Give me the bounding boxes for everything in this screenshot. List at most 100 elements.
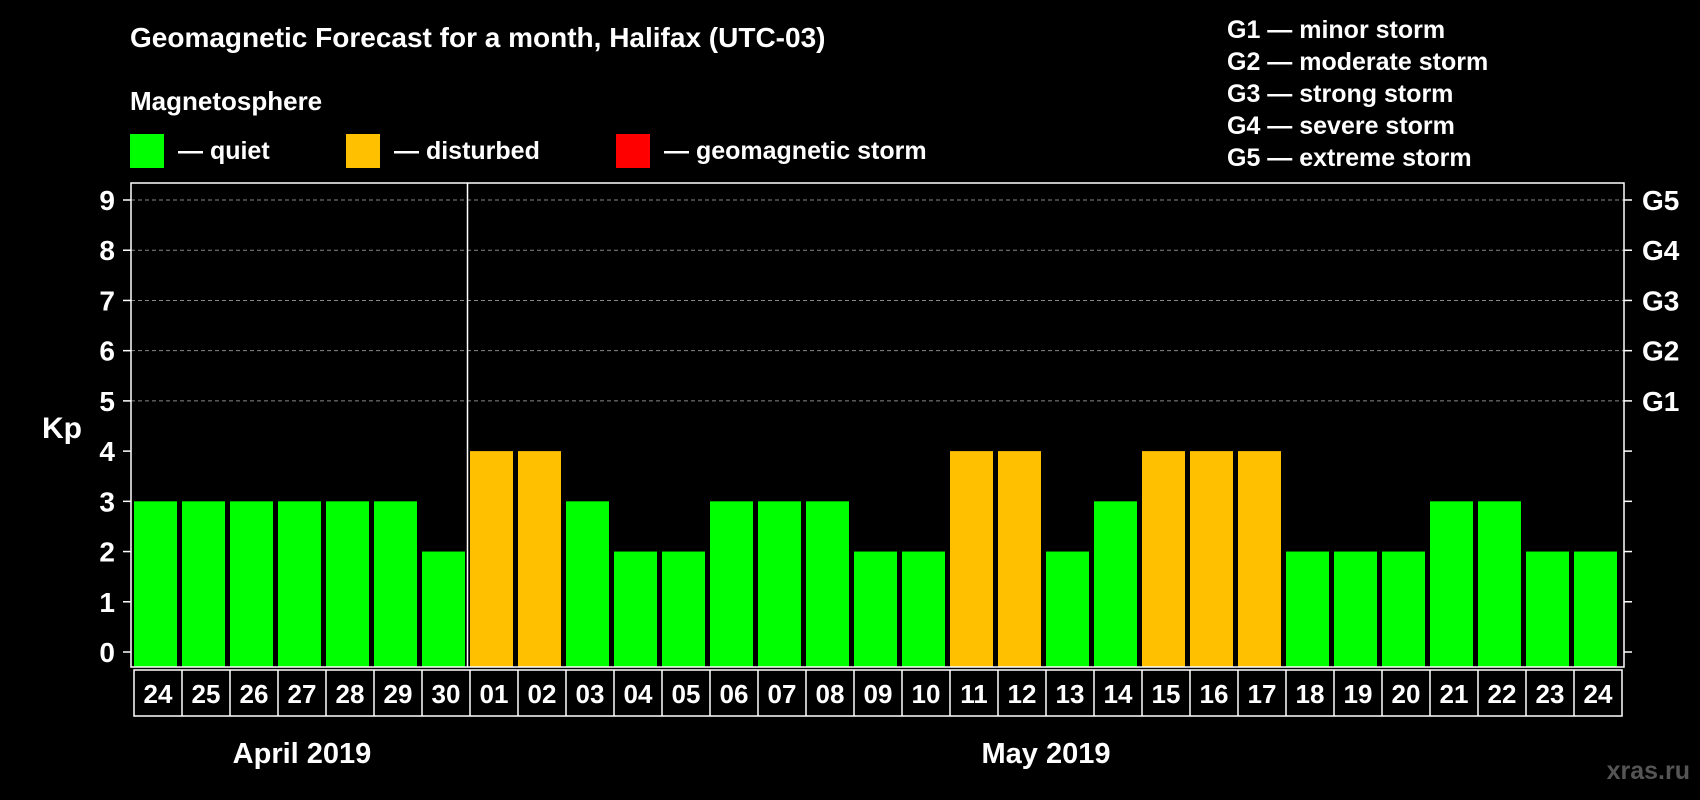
bar-21 <box>1094 501 1137 667</box>
x-tick-label-3: 26 <box>240 679 269 709</box>
month-label-1: April 2019 <box>233 738 372 770</box>
x-tick-label-28: 21 <box>1440 679 1469 709</box>
legend-swatch-disturbed <box>346 134 380 168</box>
bar-1 <box>134 501 177 667</box>
bar-24 <box>1238 451 1281 667</box>
y-tick-label-6: 6 <box>99 336 115 367</box>
x-tick-label-22: 15 <box>1152 679 1181 709</box>
storm-scale-legend: G1 — minor storm G2 — moderate storm G3 … <box>1227 14 1488 174</box>
bar-27 <box>1382 551 1425 667</box>
month-label-2: May 2019 <box>982 738 1111 770</box>
bar-14 <box>758 501 801 667</box>
x-tick-label-8: 01 <box>480 679 509 709</box>
bar-6 <box>374 501 417 667</box>
x-tick-label-11: 04 <box>624 679 653 709</box>
watermark: xras.ru <box>1606 757 1690 785</box>
storm-scale-g1: G1 — minor storm <box>1227 16 1446 44</box>
y-tick-label-4: 4 <box>99 436 115 467</box>
bar-23 <box>1190 451 1233 667</box>
storm-scale-g2: G2 — moderate storm <box>1227 48 1489 76</box>
y-tick-label-2: 2 <box>99 537 115 568</box>
y-tick-label-1: 1 <box>99 587 115 618</box>
plot-frame <box>130 182 1625 668</box>
bar-28 <box>1430 501 1473 667</box>
x-tick-label-21: 14 <box>1104 679 1133 709</box>
storm-scale-g5: G5 — extreme storm <box>1227 144 1472 172</box>
storm-scale-g4: G4 — severe storm <box>1227 112 1455 140</box>
legend-item-disturbed: — disturbed <box>346 134 540 168</box>
bar-11 <box>614 551 657 667</box>
chart-title: Geomagnetic Forecast for a month, Halifa… <box>130 22 826 53</box>
bar-2 <box>182 501 225 667</box>
right-axis-label-g5: G5 <box>1642 185 1679 216</box>
x-tick-label-31: 24 <box>1584 679 1613 709</box>
x-tick-label-2: 25 <box>192 679 221 709</box>
x-tick-label-9: 02 <box>528 679 557 709</box>
right-axis-label-g1: G1 <box>1642 386 1679 417</box>
bar-9 <box>518 451 561 667</box>
x-tick-label-5: 28 <box>336 679 365 709</box>
y-tick-label-9: 9 <box>99 185 115 216</box>
bar-13 <box>710 501 753 667</box>
legend-label-disturbed: — disturbed <box>394 136 540 165</box>
legend-swatch-storm <box>616 134 650 168</box>
bar-22 <box>1142 451 1185 667</box>
right-axis-label-g4: G4 <box>1642 235 1680 266</box>
right-axis-label-g3: G3 <box>1642 285 1679 316</box>
x-tick-label-24: 17 <box>1248 679 1277 709</box>
bar-30 <box>1526 551 1569 667</box>
x-tick-label-17: 10 <box>912 679 941 709</box>
bar-10 <box>566 501 609 667</box>
bar-16 <box>854 551 897 667</box>
x-tick-label-15: 08 <box>816 679 845 709</box>
x-tick-label-18: 11 <box>960 679 988 709</box>
y-tick-label-3: 3 <box>99 486 115 517</box>
storm-scale-g3: G3 — strong storm <box>1227 80 1454 108</box>
bar-19 <box>998 451 1041 667</box>
legend-item-storm: — geomagnetic storm <box>616 134 927 168</box>
bar-3 <box>230 501 273 667</box>
x-tick-label-16: 09 <box>864 679 893 709</box>
legend-label-storm: — geomagnetic storm <box>664 136 927 165</box>
x-tick-label-23: 16 <box>1200 679 1229 709</box>
bar-18 <box>950 451 993 667</box>
x-tick-label-4: 27 <box>288 679 317 709</box>
bar-31 <box>1574 551 1617 667</box>
x-tick-label-6: 29 <box>384 679 413 709</box>
x-tick-label-12: 05 <box>672 679 701 709</box>
y-tick-label-5: 5 <box>99 386 115 417</box>
bar-5 <box>326 501 369 667</box>
x-tick-label-29: 22 <box>1488 679 1517 709</box>
x-tick-label-19: 12 <box>1008 679 1037 709</box>
x-tick-label-25: 18 <box>1296 679 1325 709</box>
x-tick-label-14: 07 <box>768 679 797 709</box>
legend-swatch-quiet <box>130 134 164 168</box>
y-tick-label-0: 0 <box>99 637 115 668</box>
date-labels-frame <box>133 669 1623 717</box>
x-tick-label-27: 20 <box>1392 679 1421 709</box>
bar-25 <box>1286 551 1329 667</box>
y-tick-label-7: 7 <box>99 285 115 316</box>
y-axis-label: Kp <box>42 412 82 445</box>
bar-4 <box>278 501 321 667</box>
x-tick-label-1: 24 <box>144 679 173 709</box>
right-axis-label-g2: G2 <box>1642 336 1679 367</box>
chart-subtitle: Magnetosphere <box>130 86 323 116</box>
y-tick-label-8: 8 <box>99 235 115 266</box>
bar-20 <box>1046 551 1089 667</box>
bar-29 <box>1478 501 1521 667</box>
legend-label-quiet: — quiet <box>178 136 270 165</box>
x-tick-label-7: 30 <box>432 679 461 709</box>
bar-26 <box>1334 551 1377 667</box>
bar-7 <box>422 551 465 667</box>
x-tick-label-13: 06 <box>720 679 749 709</box>
x-tick-label-26: 19 <box>1344 679 1373 709</box>
x-tick-label-10: 03 <box>576 679 605 709</box>
bar-17 <box>902 551 945 667</box>
bar-8 <box>470 451 513 667</box>
legend-item-quiet: — quiet <box>130 134 270 168</box>
x-tick-label-20: 13 <box>1056 679 1085 709</box>
x-tick-label-30: 23 <box>1536 679 1565 709</box>
bar-12 <box>662 551 705 667</box>
